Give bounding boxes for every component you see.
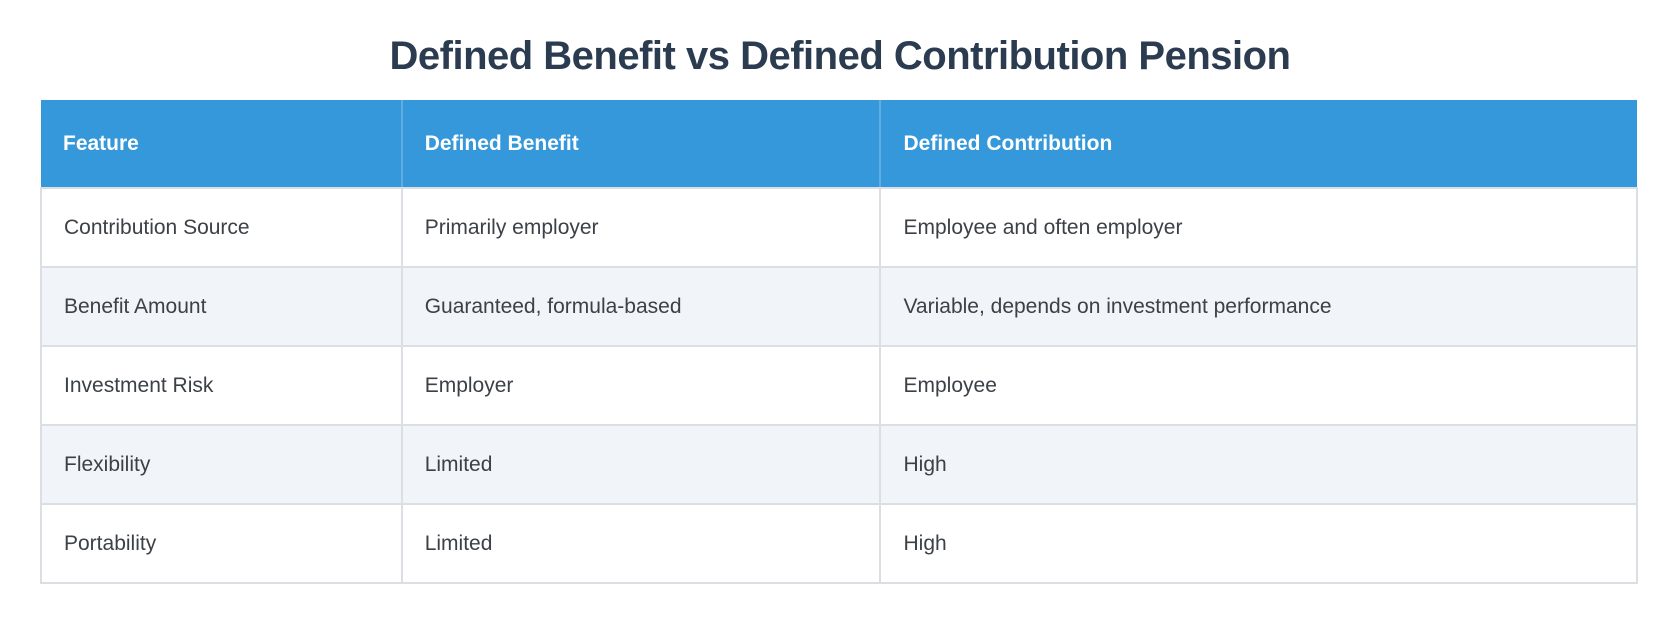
cell-defined-benefit: Primarily employer (400, 187, 882, 268)
table-row-benefit-amount: Benefit Amount Guaranteed, formula-based… (40, 266, 1638, 347)
table-row-investment-risk: Investment Risk Employer Employee (40, 345, 1638, 426)
page-title: Defined Benefit vs Defined Contribution … (389, 34, 1292, 78)
header-cell-feature: Feature (41, 100, 402, 189)
comparison-table: Feature Defined Benefit Defined Contribu… (40, 100, 1638, 584)
cell-defined-contribution: Employee (879, 345, 1638, 426)
table-row-flexibility: Flexibility Limited High (40, 424, 1638, 505)
cell-defined-contribution: High (879, 424, 1638, 505)
table-row-contribution-source: Contribution Source Primarily employer E… (40, 187, 1638, 268)
cell-feature: Investment Risk (40, 345, 403, 426)
table-row-portability: Portability Limited High (40, 503, 1638, 584)
cell-defined-benefit: Limited (400, 503, 882, 584)
header-cell-defined-contribution: Defined Contribution (879, 100, 1637, 189)
cell-defined-benefit: Employer (400, 345, 882, 426)
cell-defined-contribution: Employee and often employer (879, 187, 1638, 268)
cell-defined-contribution: Variable, depends on investment performa… (879, 266, 1638, 347)
cell-defined-contribution: High (879, 503, 1638, 584)
table-header-row: Feature Defined Benefit Defined Contribu… (41, 100, 1637, 189)
comparison-table-container: Feature Defined Benefit Defined Contribu… (40, 100, 1638, 584)
cell-feature: Benefit Amount (40, 266, 403, 347)
cell-feature: Flexibility (40, 424, 403, 505)
cell-defined-benefit: Guaranteed, formula-based (400, 266, 882, 347)
cell-feature: Contribution Source (40, 187, 403, 268)
header-cell-defined-benefit: Defined Benefit (400, 100, 881, 189)
cell-defined-benefit: Limited (400, 424, 882, 505)
cell-feature: Portability (40, 503, 403, 584)
